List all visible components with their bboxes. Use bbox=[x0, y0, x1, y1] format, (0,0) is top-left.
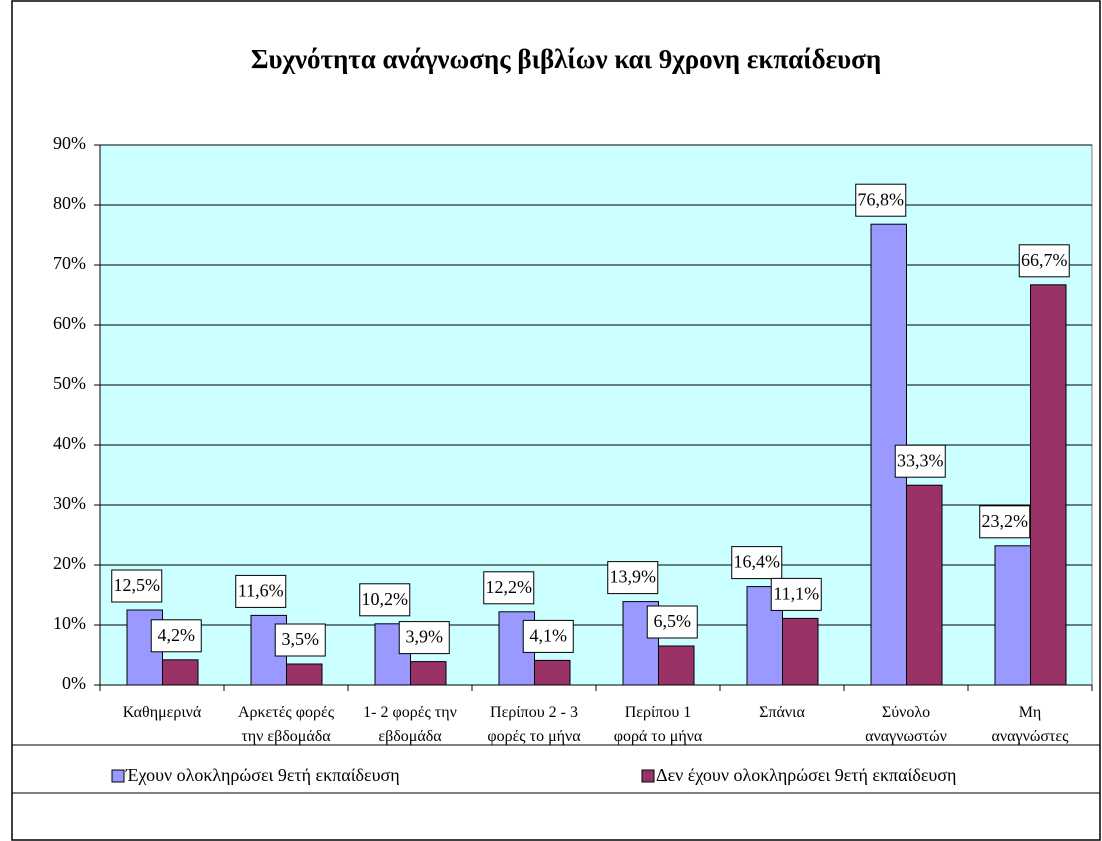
value-label: 23,2% bbox=[982, 511, 1029, 531]
value-label-box bbox=[522, 619, 574, 653]
bar bbox=[906, 484, 943, 686]
value-label: 33,3% bbox=[897, 450, 944, 470]
bar bbox=[994, 545, 1031, 686]
value-label-box bbox=[150, 619, 202, 653]
y-tick-label: 50% bbox=[53, 373, 86, 393]
value-label: 6,5% bbox=[654, 611, 692, 631]
bar bbox=[286, 663, 323, 686]
y-tick-label: 10% bbox=[53, 613, 86, 633]
value-label-box bbox=[235, 574, 287, 608]
value-label: 13,9% bbox=[610, 567, 657, 587]
value-label: 76,8% bbox=[858, 189, 905, 209]
y-tick-label: 30% bbox=[53, 493, 86, 513]
legend-label: Έχουν ολοκληρώσει 9ετή εκπαίδευση bbox=[125, 765, 400, 785]
y-tick-label: 20% bbox=[53, 553, 86, 573]
value-label: 12,5% bbox=[114, 575, 161, 595]
value-label-box bbox=[398, 621, 450, 655]
x-tick-label: Σπάνια bbox=[759, 704, 805, 721]
legend-swatch bbox=[641, 769, 655, 783]
bar bbox=[162, 659, 199, 686]
value-label: 66,7% bbox=[1021, 250, 1068, 270]
value-label: 10,2% bbox=[362, 589, 409, 609]
bar bbox=[534, 659, 571, 686]
legend-label: Δεν έχουν ολοκληρώσει 9ετή εκπαίδευση bbox=[656, 765, 956, 785]
x-tick-label: Περίπου 1 φορά το μήνα bbox=[614, 704, 703, 745]
value-label-box bbox=[1018, 244, 1070, 278]
x-tick-label: Αρκετές φορές την εβδομάδα bbox=[238, 704, 335, 745]
value-label-box bbox=[770, 577, 822, 611]
x-tick-label: Καθημερινά bbox=[123, 704, 202, 721]
value-label-box bbox=[274, 623, 326, 657]
y-tick-label: 70% bbox=[53, 253, 86, 273]
value-label: 11,1% bbox=[773, 584, 819, 604]
y-tick-label: 40% bbox=[53, 433, 86, 453]
y-tick-label: 90% bbox=[53, 133, 86, 153]
value-label: 3,5% bbox=[282, 629, 320, 649]
value-label: 3,9% bbox=[406, 627, 444, 647]
value-label: 4,1% bbox=[530, 626, 568, 646]
y-tick-label: 60% bbox=[53, 313, 86, 333]
x-tick-label: Μη αναγνώστες bbox=[992, 704, 1070, 745]
legend-swatch bbox=[111, 769, 125, 783]
value-label-box bbox=[979, 505, 1031, 539]
value-label-box bbox=[607, 561, 659, 595]
y-tick-label: 0% bbox=[62, 673, 86, 693]
bar bbox=[410, 661, 447, 686]
value-label: 12,2% bbox=[486, 577, 533, 597]
value-label-box bbox=[894, 444, 946, 478]
value-label: 4,2% bbox=[158, 625, 196, 645]
bar bbox=[658, 645, 695, 686]
value-label: 16,4% bbox=[734, 552, 781, 572]
y-tick-label: 80% bbox=[53, 193, 86, 213]
value-label-box bbox=[111, 569, 163, 603]
x-tick-label: 1- 2 φορές την εβδομάδα bbox=[363, 704, 457, 745]
value-label-box bbox=[855, 183, 907, 217]
value-label: 11,6% bbox=[238, 581, 284, 601]
value-label-box bbox=[483, 571, 535, 605]
value-label-box bbox=[731, 546, 783, 580]
bar bbox=[782, 617, 819, 686]
value-label-box bbox=[646, 605, 698, 639]
x-tick-label: Περίπου 2 - 3 φορές το μήνα bbox=[487, 704, 581, 745]
chart-title: Συχνότητα ανάγνωσης βιβλίων και 9χρονη ε… bbox=[251, 44, 881, 74]
value-label-box bbox=[359, 583, 411, 617]
bar bbox=[1030, 284, 1067, 686]
x-tick-label: Σύνολο αναγνωστών bbox=[865, 704, 947, 745]
